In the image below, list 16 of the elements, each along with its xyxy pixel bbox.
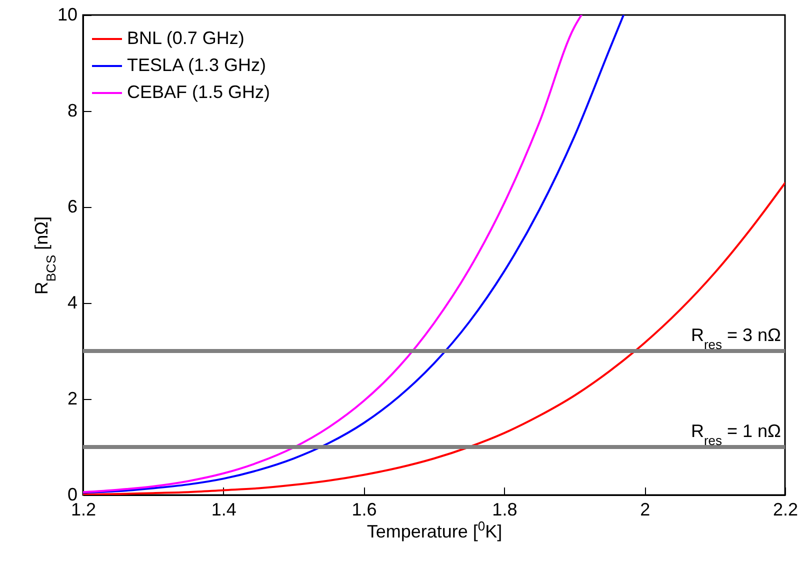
ref-line-label: R$_{res}$ = 1 nΩ [690,421,781,448]
y-tick-label: 8 [67,100,78,120]
ref-line-label: R$_{res}$ = 3 nΩ [690,325,781,352]
x-axis-title: Temperature [$^{0}$K] [366,518,502,542]
x-tick-label: 1.6 [352,500,377,520]
x-tick-label: 1.8 [492,500,518,520]
y-tick-label: 10 [57,4,78,24]
legend-label: CEBAF (1.5 GHz) [127,82,270,102]
y-tick-label: 4 [67,292,78,312]
legend-label: BNL (0.7 GHz) [127,28,244,48]
y-tick-label: 2 [67,388,78,408]
y-tick-label: 6 [67,196,78,216]
x-tick-label: 2.2 [772,500,798,520]
legend-label: TESLA (1.3 GHz) [127,55,266,75]
x-tick-label: 1.4 [211,500,236,520]
x-tick-label: 2 [640,500,650,520]
